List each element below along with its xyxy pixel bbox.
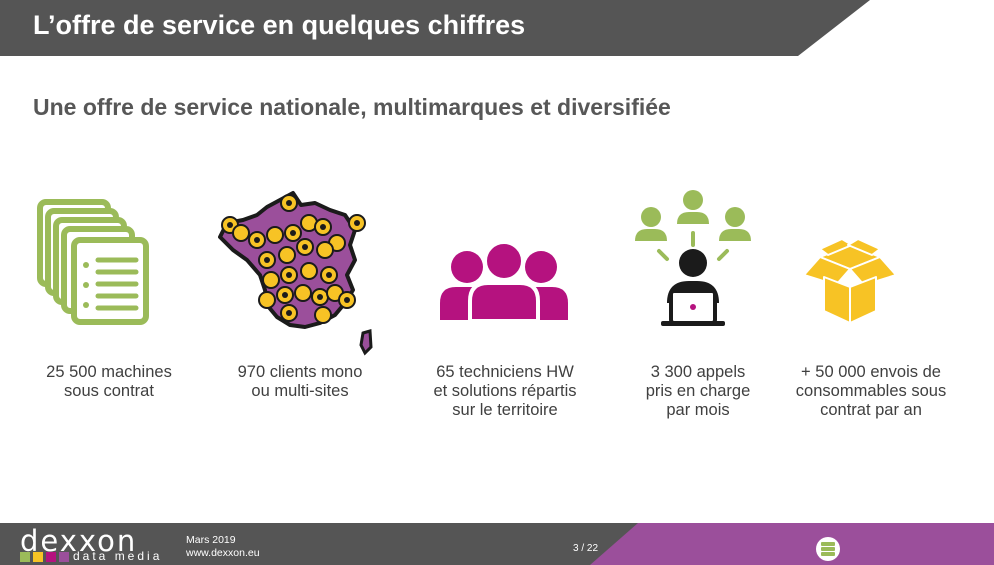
stat-shipments: + 50 000 envois de consommables sous con…: [776, 185, 966, 425]
page-title: L’offre de service en quelques chiffres: [33, 10, 526, 40]
stat-calls: 3 300 appels pris en charge par mois: [603, 185, 793, 425]
brand-subtitle: data media: [73, 549, 163, 563]
logo-color-squares-icon: [20, 552, 69, 562]
page-number: 3 / 22: [573, 543, 599, 554]
open-box-icon: [776, 185, 966, 350]
stat-label: 65 techniciens HW et solutions répartis …: [433, 363, 577, 419]
page-subtitle: Une offre de service nationale, multimar…: [33, 94, 671, 120]
technicians-group-icon: [410, 185, 600, 350]
stat-label: 25 500 machines sous contrat: [46, 363, 172, 400]
stacked-cartridges-icon: [816, 537, 840, 561]
stat-label: 970 clients mono ou multi-sites: [237, 363, 363, 400]
title-bar: [0, 0, 994, 56]
footer-website[interactable]: www.dexxon.eu: [186, 546, 260, 559]
footer-date: Mars 2019: [186, 534, 236, 546]
france-map-pins-icon: [205, 185, 395, 356]
stat-label: 3 300 appels pris en charge par mois: [645, 363, 751, 419]
footer-info: Mars 2019 www.dexxon.eu: [186, 534, 260, 559]
stat-label: + 50 000 envois de consommables sous con…: [795, 363, 947, 419]
support-agent-laptop-icon: [603, 185, 793, 350]
stat-machines: 25 500 machines sous contrat: [14, 185, 204, 425]
stat-technicians: 65 techniciens HW et solutions répartis …: [410, 185, 600, 425]
title-bar-shape: [0, 0, 870, 56]
documents-stack-icon: [14, 185, 204, 350]
stat-clients: 970 clients mono ou multi-sites: [205, 185, 395, 425]
